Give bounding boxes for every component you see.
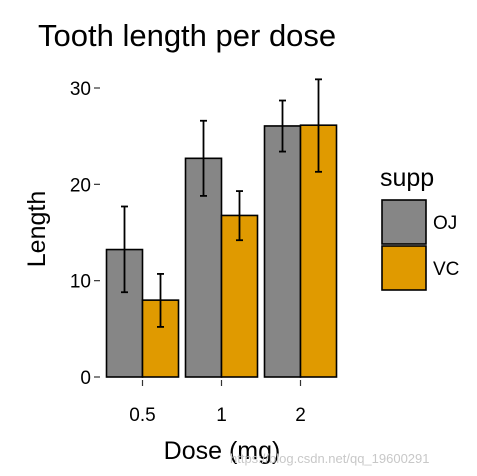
y-tick-label: 10 [70,272,91,293]
y-axis-title: Length [23,191,51,267]
x-axis: 0.5 1 2 [129,380,306,426]
x-tick-label: 1 [216,405,227,426]
watermark-text: https://blog.csdn.net/qq_19600291 [230,451,430,466]
legend-swatch-vc [381,245,427,291]
legend-label-oj: OJ [433,213,457,234]
bars [105,124,338,378]
chart-title: Tooth length per dose [38,18,336,53]
x-tick-label: 2 [295,405,306,426]
legend-swatch-oj [381,199,427,245]
y-tick-label: 20 [70,175,91,196]
legend-label-vc: VC [433,259,459,280]
x-tick-label: 0.5 [129,405,155,426]
y-axis: 0 10 20 30 [70,79,100,389]
y-tick-label: 0 [80,368,91,389]
y-tick-label: 30 [70,79,91,100]
bar-oj-2 [263,125,302,378]
legend: supp OJ VC [380,164,459,291]
bar-vc-1 [220,214,259,378]
legend-title: supp [380,164,434,192]
error-bars [121,78,322,328]
x-axis-title: Dose (mg) [164,437,281,465]
